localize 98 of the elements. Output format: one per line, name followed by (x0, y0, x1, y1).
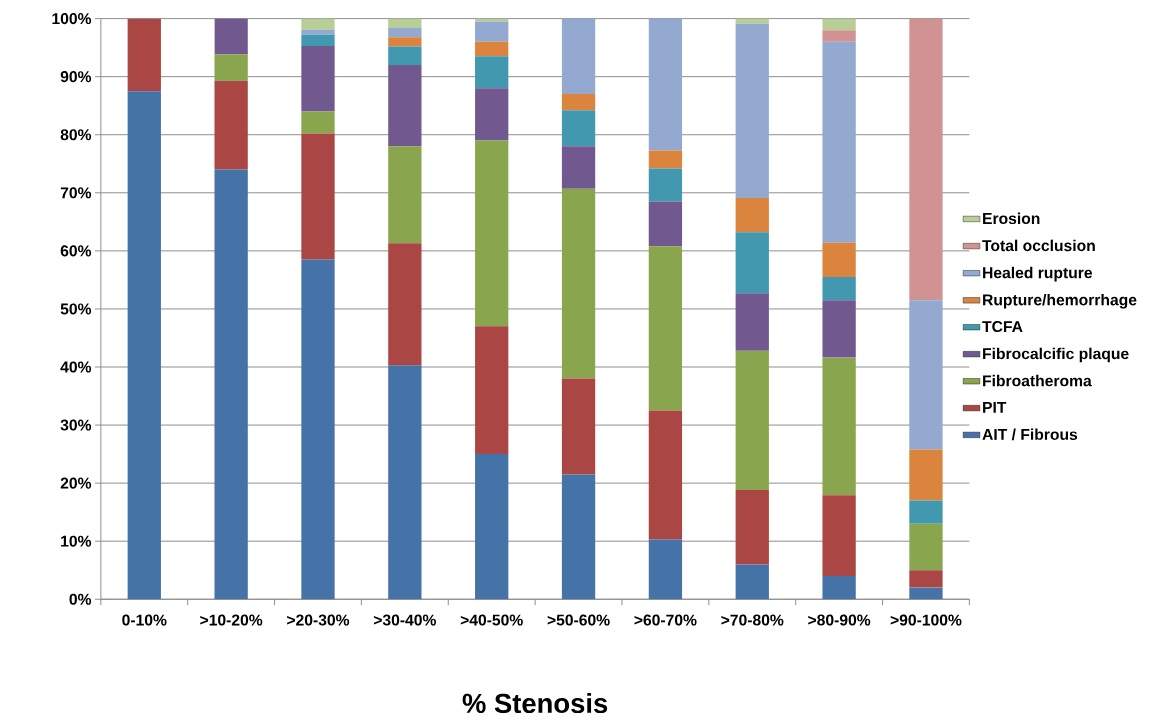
legend-label: Erosion (983, 212, 1040, 225)
y-tick-label: 80% (60, 129, 92, 141)
bar (301, 133, 335, 260)
bar (909, 570, 943, 588)
bar (822, 42, 856, 243)
bar (214, 80, 248, 170)
legend-label: Fibrocalcific plaque (983, 347, 1129, 363)
y-tick-label: 20% (60, 477, 92, 489)
bar (301, 111, 335, 134)
bar (909, 587, 943, 600)
bar (648, 410, 683, 540)
bar (648, 246, 683, 411)
bar (301, 46, 335, 112)
bar (822, 576, 856, 600)
bar (214, 169, 248, 600)
bar (909, 500, 943, 524)
bar (735, 350, 769, 491)
bar (475, 56, 509, 89)
bar (388, 365, 422, 600)
y-tick-label: 70% (60, 187, 92, 199)
bar (388, 146, 422, 244)
x-axis-title: % Stenosis (462, 693, 608, 714)
bar (127, 91, 161, 600)
x-tick-label: >20-30% (287, 614, 350, 626)
y-tick-label: 60% (60, 245, 92, 257)
y-tick-label: 30% (60, 419, 92, 431)
x-tick-label: >70-80% (721, 614, 784, 626)
x-tick-label: >10-20% (200, 614, 263, 626)
bar (909, 300, 943, 450)
y-tick-label: 40% (60, 361, 92, 373)
y-tick-label: 10% (61, 535, 92, 547)
bar (909, 18, 943, 301)
y-tick-label: 0% (69, 593, 92, 605)
bar (301, 29, 335, 36)
legend-label: Rupture/hemorrhage (983, 294, 1137, 309)
bar (735, 490, 769, 565)
bar (561, 18, 596, 95)
bar (388, 46, 422, 66)
x-tick-label: >30-40% (373, 614, 436, 626)
legend-label: AIT / Fibrous (982, 428, 1078, 441)
legend-label: PIT (983, 402, 1007, 413)
bar (475, 42, 509, 57)
bar (475, 18, 509, 22)
bar (388, 65, 422, 147)
bar (388, 18, 422, 29)
bar (561, 94, 596, 111)
legend-label: Healed rupture (983, 266, 1093, 282)
bar (127, 18, 161, 92)
bar (475, 326, 509, 455)
bar (475, 21, 509, 42)
bar (735, 232, 769, 294)
bar (648, 201, 683, 247)
bar (561, 110, 596, 147)
bar (822, 30, 856, 42)
bar (388, 243, 422, 366)
bar (735, 18, 769, 24)
bar (735, 293, 769, 351)
x-tick-label: >40-50% (460, 614, 523, 626)
bar (214, 54, 248, 81)
bar (475, 88, 509, 141)
bar (648, 18, 683, 151)
legend-label: TCFA (982, 321, 1023, 333)
bar (648, 168, 683, 202)
bar (822, 495, 856, 577)
bar (475, 140, 509, 327)
bar (648, 539, 683, 600)
bar (388, 37, 422, 47)
bar (561, 146, 596, 189)
bar (822, 357, 856, 496)
bar (822, 242, 856, 278)
bar (561, 378, 596, 475)
x-tick-label: >50-60% (547, 614, 610, 626)
y-tick-label: 100% (52, 13, 92, 25)
legend-label: Fibroatheroma (983, 375, 1092, 387)
bar (301, 18, 335, 30)
legend-label: Total occlusion (982, 239, 1095, 252)
bar (561, 474, 596, 600)
x-tick-label: >60-70% (634, 614, 697, 626)
bar (301, 259, 335, 600)
x-tick-label: 0-10% (122, 614, 167, 626)
y-tick-label: 50% (60, 303, 92, 315)
bar (648, 150, 683, 169)
bar (561, 188, 596, 379)
x-tick-label: >90-100% (890, 614, 962, 626)
bar (214, 18, 248, 55)
bar (735, 24, 769, 199)
bar (475, 454, 509, 600)
bar (735, 198, 769, 233)
bar (822, 300, 856, 358)
y-tick-label: 90% (60, 71, 92, 83)
bar (301, 35, 335, 47)
bar (822, 277, 856, 301)
x-tick-label: >80-90% (808, 614, 871, 626)
bar (735, 564, 769, 600)
bar (822, 18, 856, 31)
bar (909, 449, 943, 501)
bar (388, 28, 422, 38)
bar (909, 523, 943, 571)
